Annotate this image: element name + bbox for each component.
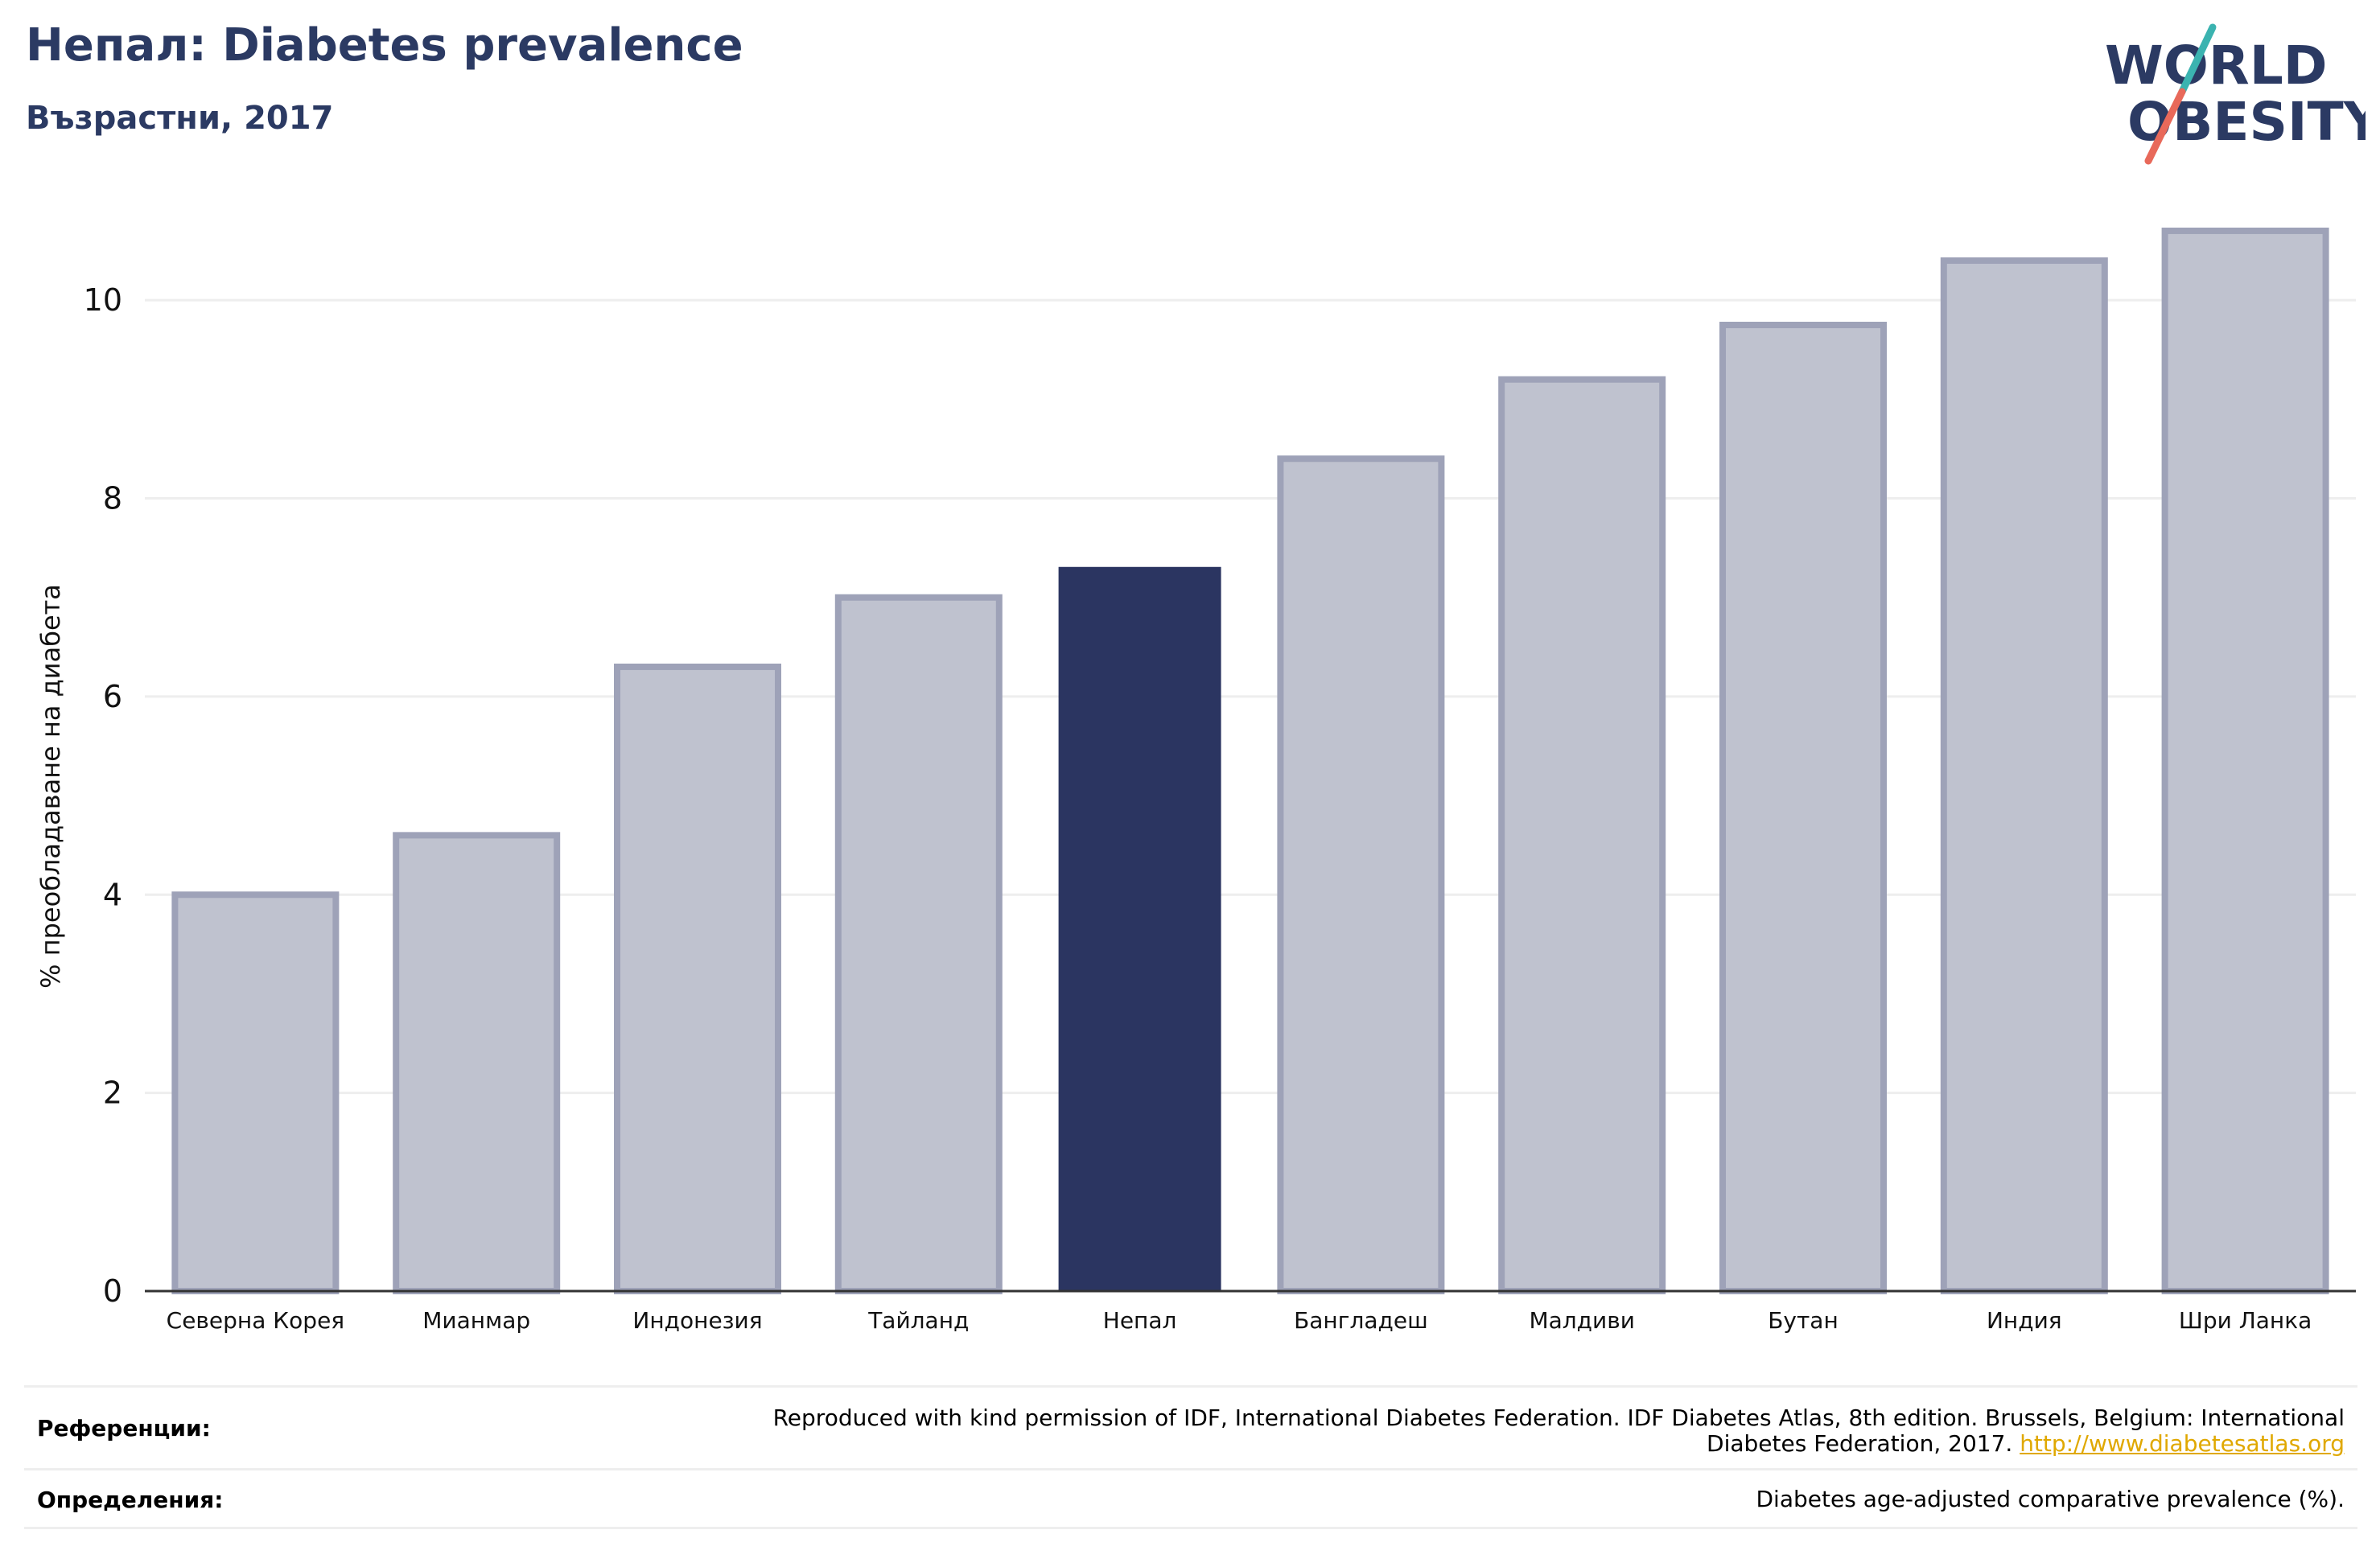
definitions-text: Diabetes age-adjusted comparative preval… [1756,1486,2345,1512]
x-tick-label: Малдиви [1529,1307,1634,1334]
y-tick-label: 10 [84,282,122,318]
references-line2: Diabetes Federation, 2017. http://www.di… [773,1431,2345,1457]
bar-3 [614,663,781,1294]
labels: 0 2 4 6 8 10 % преобладаване на диабета Северна… [35,282,2312,1334]
y-tick-label: 0 [103,1273,122,1309]
definitions-label: Определения: [37,1487,224,1513]
bar-1 [171,891,340,1294]
bar-6 [1277,455,1445,1294]
chart-title: Непал: Diabetes prevalence [26,19,743,72]
x-tick-label: Мианмар [422,1307,530,1334]
x-tick-label: Тайланд [867,1307,969,1334]
y-axis-label: % преобладаване на диабета [35,584,66,989]
x-tick-label: Бангладеш [1294,1307,1428,1334]
y-tick-label: 4 [103,877,122,912]
definitions-row: Определения: Diabetes age-adjusted compa… [24,1468,2357,1529]
bar-5 [1058,566,1221,1292]
references-row: Референции: Reproduced with kind permiss… [24,1385,2357,1468]
references-text: Reproduced with kind permission of IDF, … [773,1405,2345,1457]
logo-text-world: WORLD [2105,35,2328,97]
y-tick-label: 6 [103,679,122,714]
bar-9 [1940,257,2108,1295]
x-tick-label: Северна Корея [167,1307,345,1334]
references-line2-text: Diabetes Federation, 2017. [1707,1430,2020,1457]
logo-slash-coral [2144,88,2186,165]
logo-slash-teal [2178,23,2217,96]
references-line1: Reproduced with kind permission of IDF, … [772,1405,2345,1431]
bar-7 [1498,376,1666,1294]
references-link[interactable]: http://www.diabetesatlas.org [2020,1430,2345,1457]
bar-2 [393,832,561,1294]
chart-subtitle: Възрастни, 2017 [26,100,334,137]
bar-8 [1719,321,1887,1294]
x-tick-label: Индонезия [632,1307,762,1334]
references-label: Референции: [37,1415,211,1442]
bar-10 [2161,227,2329,1294]
y-tick-label: 8 [103,481,122,516]
footer-notes: Референции: Reproduced with kind permiss… [24,1385,2357,1529]
x-tick-label: Индия [1987,1307,2062,1334]
bar-4 [834,594,1003,1294]
y-tick-label: 2 [103,1076,122,1111]
world-obesity-logo: WORLD OBESITY [2105,23,2366,165]
x-tick-label: Непал [1103,1307,1177,1334]
x-tick-label: Бутан [1768,1307,1839,1334]
x-tick-label: Шри Ланка [2179,1307,2312,1334]
bar-chart: 0 2 4 6 8 10 % преобладаване на диабета Северна… [35,227,2356,1334]
bars [171,227,2329,1295]
